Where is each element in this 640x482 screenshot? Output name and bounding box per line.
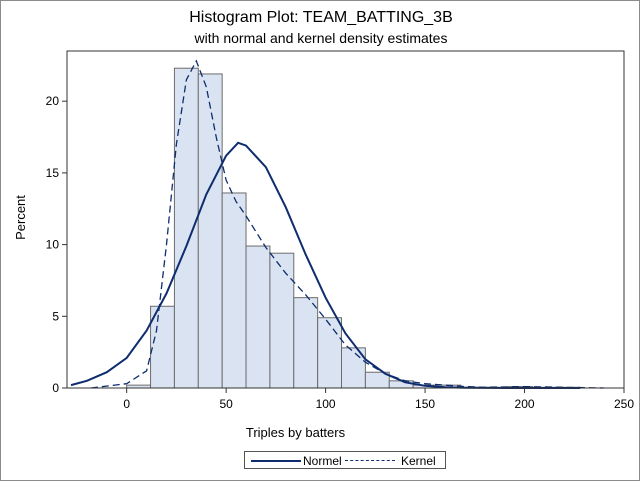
- histogram-bar: [245, 245, 271, 389]
- legend-swatch-normal: [251, 460, 301, 462]
- histogram-bar: [317, 317, 343, 389]
- histogram-bar: [293, 297, 319, 389]
- y-tick-label: 5: [52, 309, 59, 323]
- x-tick-label: 250: [614, 397, 634, 411]
- y-tick-label: 10: [46, 238, 60, 252]
- histogram-bar: [221, 192, 247, 389]
- x-tick-label: 200: [515, 397, 535, 411]
- x-tick-label: 100: [316, 397, 336, 411]
- histogram-bar: [173, 67, 199, 389]
- y-tick-label: 15: [46, 166, 60, 180]
- normal-curve: [70, 141, 581, 389]
- plot-frame: [66, 50, 625, 389]
- histogram-bar: [388, 380, 414, 389]
- legend-label-kernel: Kernel: [401, 454, 436, 468]
- legend-swatch-kernel: [345, 460, 395, 461]
- y-tick-label: 0: [52, 381, 59, 395]
- y-axis-ticks: 0 5 10 15 20: [46, 94, 67, 395]
- histogram-bar: [197, 73, 223, 389]
- x-tick-label: 50: [219, 397, 233, 411]
- y-tick-label: 20: [46, 94, 60, 108]
- chart-legend: Normel Kernel: [244, 451, 446, 469]
- histogram-bars: [126, 67, 581, 389]
- chart-title: Histogram Plot: TEAM_BATTING_3B: [189, 9, 453, 26]
- chart-subtitle: with normal and kernel density estimates: [194, 30, 448, 46]
- x-axis-ticks: 0 50 100 150 200 250: [123, 388, 634, 411]
- x-tick-label: 150: [415, 397, 435, 411]
- x-axis-label: Triples by batters: [246, 425, 346, 440]
- x-tick-label: 0: [123, 397, 130, 411]
- legend-label-normal: Normel: [303, 454, 342, 468]
- histogram-bar: [269, 252, 295, 389]
- y-axis-label: Percent: [13, 195, 28, 240]
